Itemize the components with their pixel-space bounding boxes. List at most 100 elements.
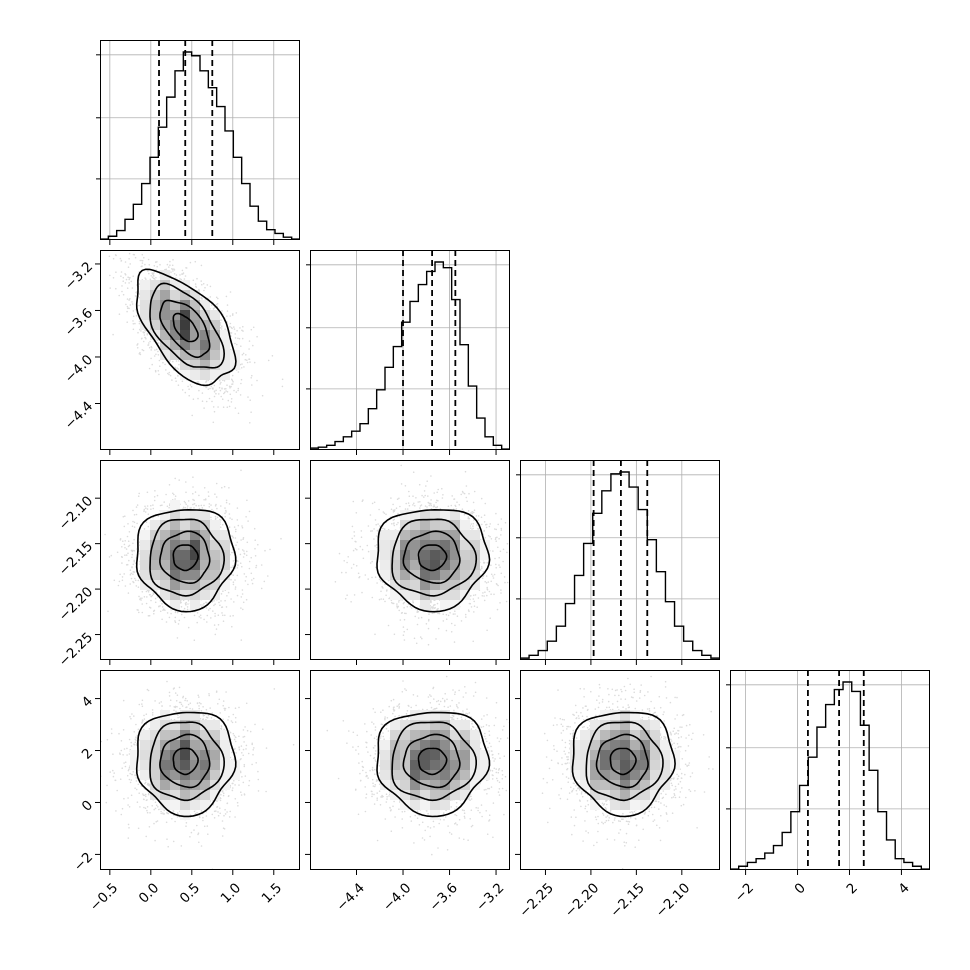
density-cell bbox=[480, 760, 490, 770]
density-cell bbox=[200, 310, 210, 320]
density-cell bbox=[160, 280, 170, 290]
density-cell bbox=[660, 750, 670, 760]
density-cell bbox=[440, 550, 450, 560]
density-cell bbox=[400, 770, 410, 780]
density-cell bbox=[150, 740, 160, 750]
density-cell bbox=[450, 530, 460, 540]
density-cell bbox=[380, 760, 390, 770]
density-cell bbox=[420, 560, 430, 570]
density-cell bbox=[390, 530, 400, 540]
density-cell bbox=[410, 570, 420, 580]
panel-frame bbox=[100, 40, 300, 240]
density-cell bbox=[650, 760, 660, 770]
density-cell bbox=[150, 540, 160, 550]
density-cell bbox=[170, 290, 180, 300]
density-cell bbox=[220, 370, 230, 380]
density-cell bbox=[210, 760, 220, 770]
density-cell bbox=[180, 810, 190, 820]
density-cell bbox=[220, 540, 230, 550]
density-cell bbox=[590, 730, 600, 740]
density-cell bbox=[460, 530, 470, 540]
density-cell bbox=[200, 570, 210, 580]
density-cell bbox=[170, 740, 180, 750]
density-cell bbox=[460, 730, 470, 740]
density-cell bbox=[620, 710, 630, 720]
density-cell bbox=[180, 740, 190, 750]
contour-2 bbox=[391, 518, 478, 597]
panel-frame bbox=[730, 670, 930, 870]
density-cell bbox=[400, 780, 410, 790]
density-cell bbox=[380, 740, 390, 750]
contour-1 bbox=[402, 530, 461, 585]
density-cell bbox=[610, 730, 620, 740]
panel-1-0 bbox=[95, 250, 300, 455]
density-cell bbox=[440, 720, 450, 730]
density-cell bbox=[390, 720, 400, 730]
density-cell bbox=[140, 280, 150, 290]
density-cell bbox=[440, 770, 450, 780]
density-cell bbox=[170, 540, 180, 550]
density-cell bbox=[210, 730, 220, 740]
density-cell bbox=[160, 350, 170, 360]
density-cell bbox=[170, 320, 180, 330]
contour-3 bbox=[571, 711, 676, 818]
density-cell bbox=[210, 370, 220, 380]
density-cell bbox=[170, 750, 180, 760]
density-cell bbox=[170, 530, 180, 540]
density-cell bbox=[420, 800, 430, 810]
density-cell bbox=[590, 780, 600, 790]
contour-2 bbox=[149, 721, 226, 802]
density-cell bbox=[420, 750, 430, 760]
density-cell bbox=[390, 590, 400, 600]
density-cell bbox=[190, 290, 200, 300]
contour-3 bbox=[135, 508, 237, 613]
density-cell bbox=[150, 760, 160, 770]
density-cell bbox=[590, 770, 600, 780]
density-cell bbox=[150, 300, 160, 310]
density-cell bbox=[420, 520, 430, 530]
density-cell bbox=[590, 750, 600, 760]
density-cell bbox=[430, 560, 440, 570]
panel-2-0 bbox=[95, 460, 300, 665]
density-cell bbox=[190, 540, 200, 550]
density-cell bbox=[180, 750, 190, 760]
density-cell bbox=[440, 800, 450, 810]
density-cell bbox=[190, 510, 200, 520]
density-cell bbox=[170, 780, 180, 790]
density-cell bbox=[470, 580, 480, 590]
density-cell bbox=[450, 600, 460, 610]
x-tick-label: −2.20 bbox=[562, 880, 603, 921]
density-cell bbox=[210, 330, 220, 340]
histogram-3 bbox=[730, 681, 930, 870]
density-cell bbox=[420, 770, 430, 780]
density-cell bbox=[380, 780, 390, 790]
density-cell bbox=[180, 510, 190, 520]
density-cell bbox=[140, 320, 150, 330]
density-cell bbox=[400, 580, 410, 590]
density-cell bbox=[140, 770, 150, 780]
density-cell bbox=[380, 570, 390, 580]
density-cell bbox=[650, 730, 660, 740]
density-cell bbox=[150, 330, 160, 340]
density-cell bbox=[640, 780, 650, 790]
density-cell bbox=[140, 760, 150, 770]
density-cell bbox=[140, 750, 150, 760]
density-cell bbox=[200, 540, 210, 550]
density-cell bbox=[400, 530, 410, 540]
density-cell bbox=[430, 780, 440, 790]
density-cell bbox=[220, 730, 230, 740]
density-cell bbox=[180, 370, 190, 380]
x-tick-label: −3.6 bbox=[426, 880, 460, 914]
density-cell bbox=[400, 560, 410, 570]
density-cell bbox=[370, 550, 380, 560]
density-cell bbox=[190, 770, 200, 780]
y-tick-label: −2.15 bbox=[56, 538, 97, 579]
density-cell bbox=[190, 710, 200, 720]
density-cell bbox=[380, 550, 390, 560]
density-cell bbox=[470, 740, 480, 750]
density-cell bbox=[620, 720, 630, 730]
x-tick-label: 0 bbox=[792, 880, 809, 897]
density-cell bbox=[200, 720, 210, 730]
density-cell bbox=[470, 530, 480, 540]
density-cell bbox=[420, 710, 430, 720]
